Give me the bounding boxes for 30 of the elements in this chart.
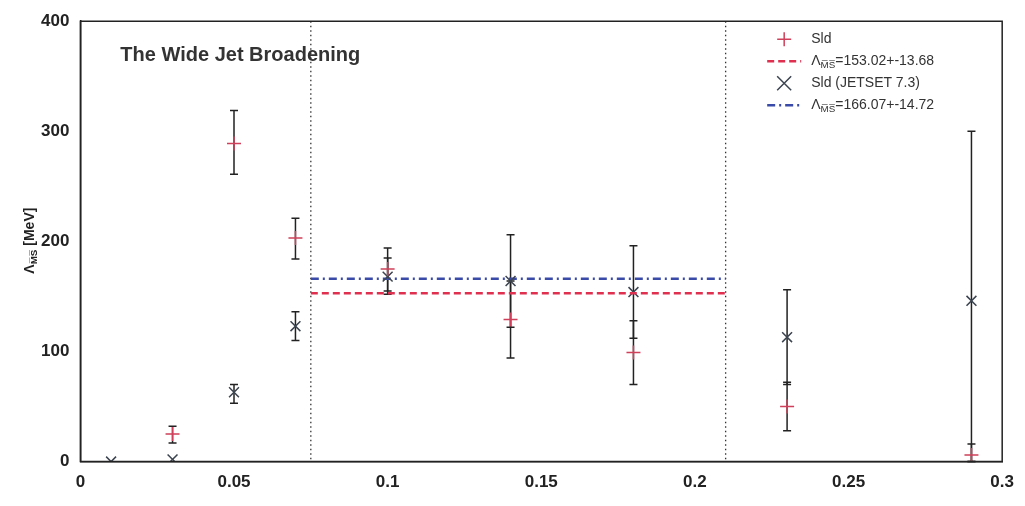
legend-label: Sld (JETSET 7.3) [811,74,920,91]
x-tick-label: 0.2 [683,472,707,492]
point [779,398,795,415]
y-tick-label: 300 [40,120,70,140]
text: The Wide Jet Broadening [120,42,361,65]
point [781,331,793,343]
point [504,275,517,287]
point [627,286,640,298]
x-tick-label: 0.25 [832,472,866,492]
point [287,230,304,246]
x-tick-label: 0.05 [217,472,251,492]
point [502,311,519,328]
point [228,386,240,398]
y-tick-label: 200 [40,231,70,251]
point [289,320,302,332]
y-tick-label: 100 [40,341,70,361]
y-tick-label: 0 [59,451,70,471]
y-axis-title: ΛM̅S̅ [MeV] [20,207,39,274]
point [963,447,980,462]
point [379,261,396,277]
x-tick-label: 0.15 [524,472,558,492]
point [965,295,978,307]
x-tick-label: 0.3 [990,472,1014,492]
point [625,344,642,361]
point [381,270,394,283]
x-tick-label: 0.1 [375,472,400,492]
point [226,135,242,152]
legend-label: Sld [811,30,832,47]
x-tick-label: 0 [75,472,86,492]
y-tick-label: 400 [40,10,70,30]
